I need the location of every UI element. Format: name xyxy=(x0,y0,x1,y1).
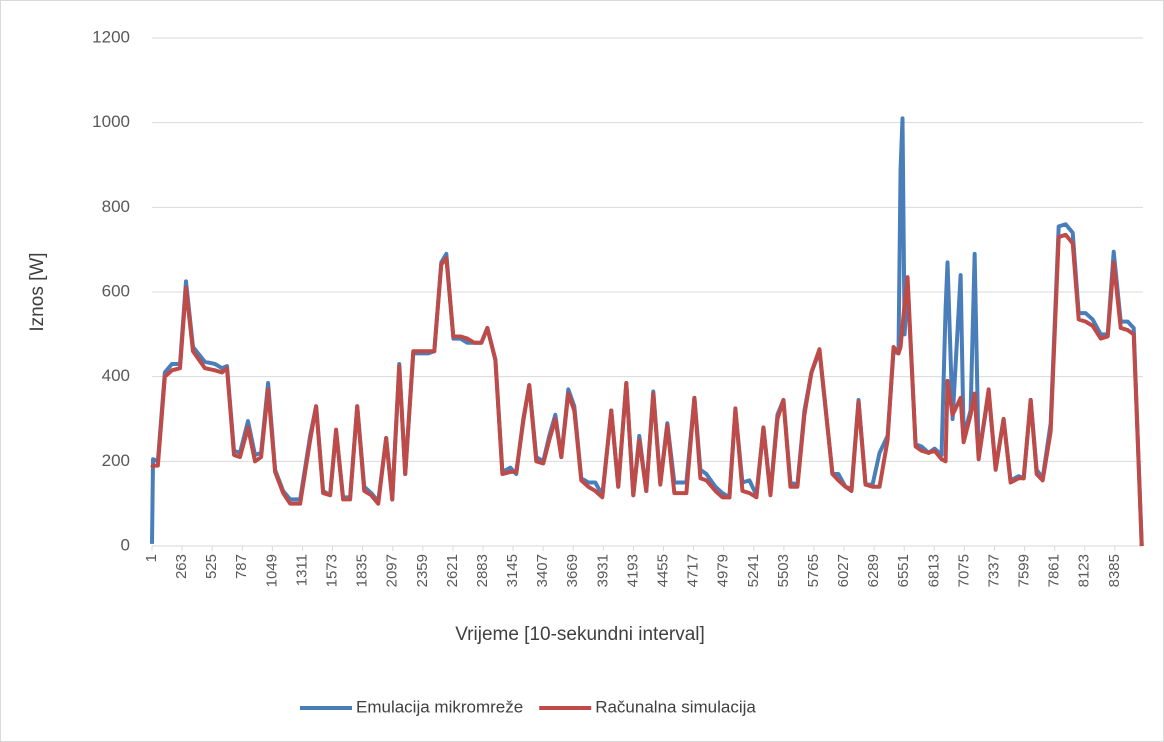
legend-label: Emulacija mikromreže xyxy=(356,697,523,716)
x-tick-label: 4979 xyxy=(715,554,732,587)
x-tick-label: 787 xyxy=(233,554,250,579)
x-axis-title: Vrijeme [10-sekundni interval] xyxy=(455,624,705,645)
x-tick-label: 4193 xyxy=(624,554,641,587)
x-tick-label: 7337 xyxy=(985,554,1002,587)
series-line xyxy=(150,232,1144,547)
x-tick-label: 8385 xyxy=(1106,554,1123,587)
x-tick-label: 5503 xyxy=(775,554,792,587)
x-tick-label: 2621 xyxy=(444,554,461,587)
x-tick-label: 525 xyxy=(203,554,220,579)
y-tick-label: 1200 xyxy=(92,27,130,46)
y-tick-label: 800 xyxy=(102,197,130,216)
x-tick-label: 4455 xyxy=(654,554,671,587)
x-tick-label: 2883 xyxy=(474,554,491,587)
x-tick-label: 1 xyxy=(143,554,160,562)
x-tick-label: 2097 xyxy=(384,554,401,587)
x-tick-label: 3407 xyxy=(534,554,551,587)
x-tick-label: 7861 xyxy=(1046,554,1063,587)
x-tick-label: 3931 xyxy=(594,554,611,587)
x-tick-label: 4717 xyxy=(685,554,702,587)
x-tick-label: 6813 xyxy=(925,554,942,587)
y-tick-label: 200 xyxy=(102,451,130,470)
x-tick-label: 7599 xyxy=(1016,554,1033,587)
legend-label: Računalna simulacija xyxy=(595,697,756,716)
x-tick-label: 6027 xyxy=(835,554,852,587)
x-tick-label: 3669 xyxy=(564,554,581,587)
x-tick-label: 6289 xyxy=(865,554,882,587)
x-tick-label: 7075 xyxy=(955,554,972,587)
x-tick-label: 3145 xyxy=(504,554,521,587)
y-tick-label: 0 xyxy=(121,535,130,554)
x-tick-label: 6551 xyxy=(895,554,912,587)
x-tick-label: 1835 xyxy=(354,554,371,587)
x-tick-label: 5765 xyxy=(805,554,822,587)
y-tick-label: 400 xyxy=(102,366,130,385)
x-tick-label: 1049 xyxy=(263,554,280,587)
x-tick-label: 8123 xyxy=(1076,554,1093,587)
y-tick-label: 1000 xyxy=(92,112,130,131)
x-tick-label: 2359 xyxy=(414,554,431,587)
y-axis-title: Iznos [W] xyxy=(27,252,48,331)
x-tick-label: 1311 xyxy=(293,554,310,586)
x-tick-label: 1573 xyxy=(324,554,341,587)
x-tick-label: 263 xyxy=(173,554,190,579)
y-tick-label: 600 xyxy=(102,281,130,300)
x-tick-label: 5241 xyxy=(745,554,762,587)
